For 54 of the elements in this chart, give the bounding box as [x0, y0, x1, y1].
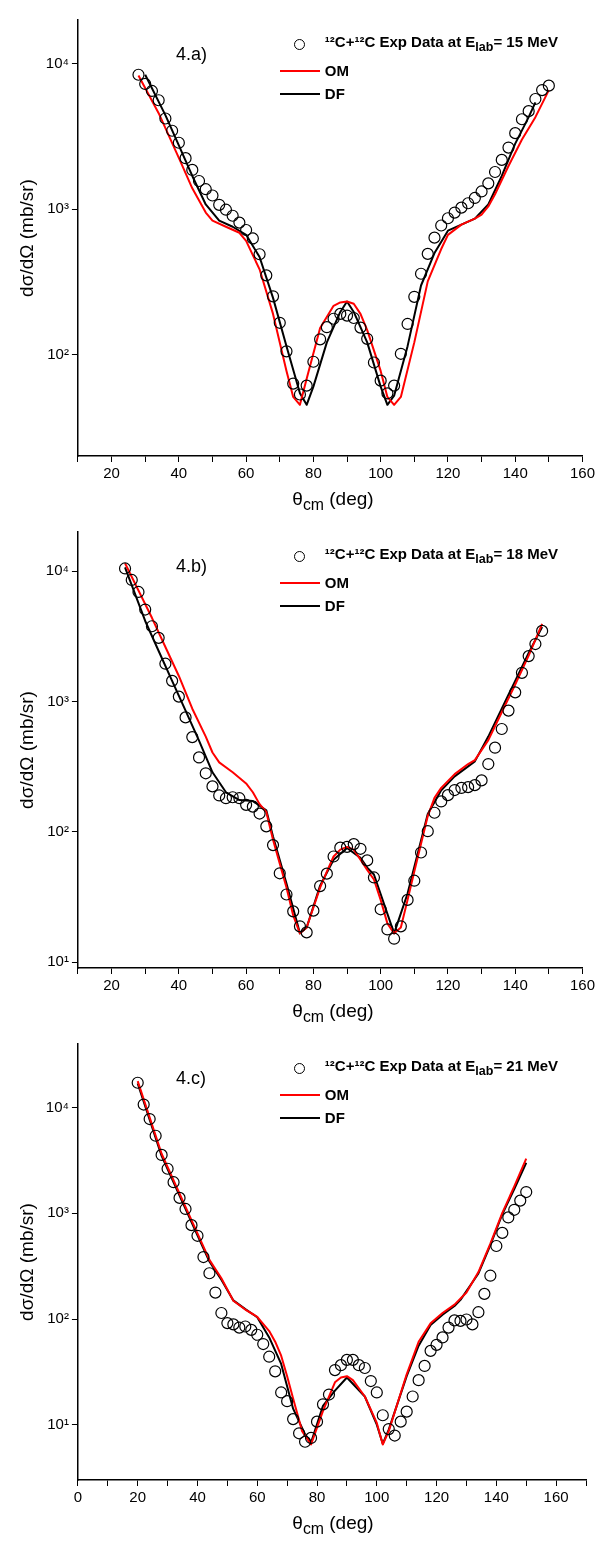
y-tick-label: 10³	[47, 1203, 69, 1221]
y-tick-label: 10⁴	[45, 53, 69, 71]
x-tick-label: 60	[248, 1488, 266, 1506]
x-tick-label: 120	[435, 464, 461, 482]
y-tick-label: 10³	[47, 691, 69, 709]
y-axis-title: dσ/dΩ (mb/sr)	[15, 691, 37, 809]
y-axis-title: dσ/dΩ (mb/sr)	[15, 1203, 37, 1321]
x-axis-title: θ$_{cm}$ (deg)	[291, 1512, 375, 1538]
legend-label: OM	[324, 1085, 350, 1105]
x-tick-label: 140	[502, 976, 528, 994]
legend-label: OM	[324, 61, 350, 81]
x-tick-label: 100	[364, 1488, 390, 1506]
x-tick-label: 20	[103, 976, 120, 994]
x-tick-label: 40	[170, 976, 188, 994]
x-tick-label: 20	[129, 1488, 147, 1506]
legend-label: DF	[324, 1108, 345, 1128]
legend-label: DF	[324, 596, 345, 616]
x-tick-label: 160	[569, 976, 595, 994]
x-axis-title: θ$_{cm}$ (deg)	[291, 1000, 375, 1026]
annotation: 4.c)	[176, 1068, 207, 1089]
annotation: 4.a)	[176, 44, 208, 65]
x-tick-label: 100	[368, 976, 394, 994]
x-axis-title: θ$_{cm}$ (deg)	[291, 488, 375, 514]
x-tick-label: 120	[424, 1488, 450, 1506]
annotation: 4.b)	[176, 556, 208, 577]
x-tick-label: 20	[103, 464, 120, 482]
x-tick-label: 120	[435, 976, 461, 994]
legend-label: DF	[324, 84, 345, 104]
x-tick-label: 60	[237, 464, 255, 482]
x-tick-label: 60	[237, 976, 255, 994]
y-tick-label: 10²	[47, 344, 69, 362]
x-tick-label: 160	[543, 1488, 569, 1506]
y-tick-label: 10²	[47, 821, 69, 839]
y-tick-label: 10²	[47, 1309, 69, 1327]
x-tick-label: 100	[368, 464, 394, 482]
x-tick-label: 80	[305, 464, 322, 482]
x-tick-label: 40	[170, 464, 188, 482]
y-tick-label: 10³	[47, 199, 69, 217]
x-tick-label: 40	[189, 1488, 206, 1506]
y-tick-label: 10⁴	[45, 561, 69, 579]
legend-label: ¹²C+¹²C Exp Data at E$_{lab}$= 21 MeV	[324, 1056, 558, 1080]
y-tick-label: 10¹	[47, 1414, 69, 1432]
y-tick-label: 10⁴	[45, 1097, 69, 1115]
legend-label: ¹²C+¹²C Exp Data at E$_{lab}$= 18 MeV	[324, 544, 558, 568]
x-tick-label: 140	[502, 464, 528, 482]
x-tick-label: 160	[569, 464, 595, 482]
x-tick-label: 80	[305, 976, 322, 994]
y-tick-label: 10¹	[47, 952, 69, 970]
y-axis-title: dσ/dΩ (mb/sr)	[15, 179, 37, 297]
x-tick-label: 0	[73, 1488, 83, 1506]
legend-label: ¹²C+¹²C Exp Data at E$_{lab}$= 15 MeV	[324, 32, 558, 56]
x-tick-label: 80	[308, 1488, 326, 1506]
x-tick-label: 140	[483, 1488, 509, 1506]
legend-label: OM	[324, 573, 350, 593]
